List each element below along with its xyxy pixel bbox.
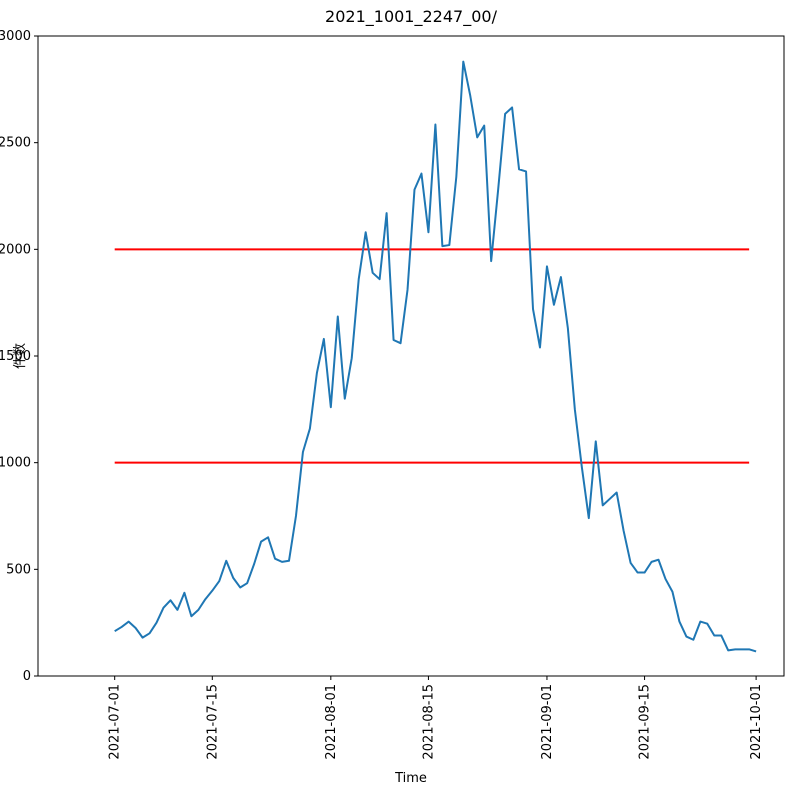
y-tick-label: 1000 bbox=[0, 456, 31, 471]
y-tick-label: 0 bbox=[23, 669, 31, 684]
x-tick-label: 2021-09-15 bbox=[638, 684, 653, 760]
y-tick-label: 1500 bbox=[0, 349, 31, 364]
y-tick-label: 2000 bbox=[0, 242, 31, 257]
y-tick-label: 3000 bbox=[0, 29, 31, 44]
x-tick-label: 2021-08-01 bbox=[324, 684, 339, 760]
x-axis-label: Time bbox=[394, 771, 427, 786]
y-axis-label: 件数 bbox=[13, 343, 28, 369]
data-line bbox=[114, 60, 757, 653]
x-tick-label: 2021-09-01 bbox=[540, 684, 555, 760]
y-tick-label: 2500 bbox=[0, 136, 31, 151]
x-tick-label: 2021-07-01 bbox=[108, 684, 123, 760]
x-tick-label: 2021-07-15 bbox=[205, 684, 220, 760]
y-tick-label: 500 bbox=[6, 562, 31, 577]
plot-frame bbox=[37, 35, 785, 677]
x-tick-label: 2021-08-15 bbox=[421, 684, 436, 760]
chart-title: 2021_1001_2247_00/ bbox=[325, 7, 498, 27]
x-tick-label: 2021-10-01 bbox=[749, 684, 764, 760]
